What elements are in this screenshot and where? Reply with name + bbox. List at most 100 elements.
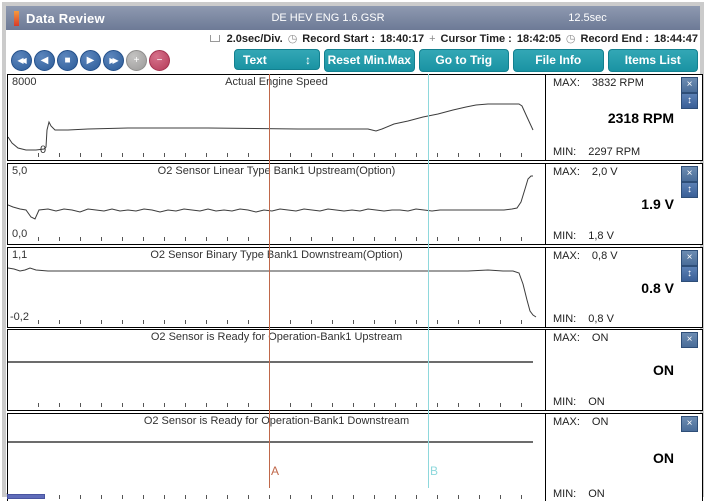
- y-max-label: 1,1: [12, 249, 28, 261]
- min-value: ON: [588, 488, 605, 500]
- scale-adjust-icon[interactable]: ↕: [681, 93, 698, 109]
- vehicle-name: DE HEV ENG 1.6.GSR: [271, 12, 385, 24]
- app-icon: [14, 10, 19, 26]
- play-button[interactable]: ▶: [80, 49, 101, 71]
- trace-svg: [8, 441, 533, 443]
- chart-panel-o2-ready-downstream: O2 Sensor is Ready for Operation-Bank1 D…: [7, 413, 703, 501]
- minus-icon: −: [156, 54, 163, 66]
- cursor-b-label: B: [430, 464, 439, 478]
- trace-svg: [8, 361, 533, 363]
- rewind-button[interactable]: ◀◀: [11, 49, 32, 71]
- time-ticks: [38, 320, 539, 324]
- close-icon[interactable]: ×: [681, 77, 698, 93]
- close-icon[interactable]: ×: [681, 166, 698, 182]
- close-icon[interactable]: ×: [681, 416, 698, 432]
- chart-title: O2 Sensor is Ready for Operation-Bank1 U…: [150, 331, 403, 343]
- items-list-button[interactable]: Items List: [607, 48, 698, 72]
- min-label: MIN:: [553, 488, 577, 500]
- go-to-trig-button[interactable]: Go to Trig: [418, 48, 509, 72]
- cursor-time-value: 18:42:05: [516, 32, 561, 45]
- plot-area: O2 Sensor Binary Type Bank1 Downstream(O…: [8, 248, 545, 327]
- fast-forward-button[interactable]: ▶▶: [103, 49, 124, 71]
- title-bar: Data Review DE HEV ENG 1.6.GSR 12.5sec: [6, 6, 700, 30]
- file-info-button[interactable]: File Info: [513, 48, 604, 72]
- max-value: 0,8 V: [591, 250, 618, 262]
- min-label: MIN:: [553, 230, 577, 242]
- plot-area: O2 Sensor is Ready for Operation-Bank1 U…: [8, 330, 545, 410]
- max-label: MAX:: [553, 416, 580, 428]
- title-bar-left: Data Review: [6, 10, 181, 26]
- toolbar: ◀◀ ◀ ■ ▶ ▶▶ + − Text ↕ Reset Min.Max Go …: [6, 47, 700, 73]
- view-mode-select[interactable]: Text ↕: [234, 48, 320, 70]
- fast-forward-icon: ▶▶: [109, 55, 118, 65]
- current-value: 2318 RPM: [607, 109, 674, 126]
- toolbar-buttons: Text ↕ Reset Min.Max Go to Trig File Inf…: [234, 48, 698, 72]
- clock-icon: ◷: [565, 33, 576, 45]
- scale-adjust-icon[interactable]: ↕: [681, 182, 698, 198]
- zoom-out-button[interactable]: −: [149, 49, 170, 71]
- scale-adjust-icon[interactable]: ↕: [681, 266, 698, 282]
- min-label: MIN:: [553, 313, 577, 325]
- record-start-label: Record Start :: [302, 32, 376, 45]
- chart-panel-o2-binary-downstream: O2 Sensor Binary Type Bank1 Downstream(O…: [7, 247, 703, 328]
- max-value: ON: [591, 332, 609, 344]
- chart-title: O2 Sensor Linear Type Bank1 Upstream(Opt…: [157, 165, 396, 177]
- max-value: 2,0 V: [591, 166, 618, 178]
- step-back-icon: ◀: [40, 54, 49, 66]
- stop-button[interactable]: ■: [57, 49, 78, 71]
- timebase-icon: [209, 35, 220, 42]
- rewind-icon: ◀◀: [17, 55, 26, 65]
- y-max-label: 5,0: [12, 165, 28, 177]
- chart-title: O2 Sensor is Ready for Operation-Bank1 D…: [143, 415, 410, 427]
- updown-arrows-icon: ↕: [305, 52, 311, 67]
- plus-icon: +: [133, 54, 140, 66]
- chart-title: O2 Sensor Binary Type Bank1 Downstream(O…: [150, 249, 403, 261]
- timebase-value: 2.0sec/Div.: [226, 32, 283, 45]
- min-value: ON: [588, 396, 605, 408]
- min-value: 1,8 V: [588, 230, 614, 242]
- info-row: 2.0sec/Div. ◷ Record Start : 18:40:17 + …: [6, 30, 700, 47]
- cursor-b-line[interactable]: B: [428, 74, 438, 488]
- cursor-crosshair-icon: +: [429, 32, 436, 45]
- value-column: MAX: 3832 RPM 2318 RPM MIN: 2297 RPM × ↕: [545, 75, 702, 160]
- current-value: 1.9 V: [641, 196, 674, 212]
- view-mode-label: Text: [243, 52, 267, 67]
- max-label: MAX:: [553, 166, 580, 178]
- trace-svg: [8, 103, 534, 151]
- page-title: Data Review: [26, 10, 105, 26]
- plot-area: O2 Sensor is Ready for Operation-Bank1 D…: [8, 414, 545, 501]
- plot-area: Actual Engine Speed 8000 0: [8, 75, 545, 160]
- max-label: MAX:: [553, 77, 580, 89]
- record-duration: 12.5sec: [568, 12, 607, 24]
- max-value: ON: [591, 416, 609, 428]
- current-value: ON: [653, 450, 674, 466]
- y-max-label: 8000: [12, 76, 37, 88]
- horizontal-scrollbar-thumb[interactable]: [7, 494, 45, 499]
- cursor-time-label: Cursor Time :: [440, 32, 512, 45]
- clock-icon: ◷: [287, 33, 298, 45]
- max-label: MAX:: [553, 332, 580, 344]
- y-min-label: -0,2: [10, 311, 29, 323]
- close-icon[interactable]: ×: [681, 250, 698, 266]
- value-column: MAX: 2,0 V 1.9 V MIN: 1,8 V × ↕: [545, 164, 702, 244]
- time-ticks: [38, 237, 539, 241]
- stop-icon: ■: [64, 54, 71, 66]
- trace-svg: [8, 175, 533, 220]
- min-value: 2297 RPM: [588, 146, 641, 158]
- zoom-in-button[interactable]: +: [126, 49, 147, 71]
- value-column: MAX: 0,8 V 0.8 V MIN: 0,8 V × ↕: [545, 248, 702, 327]
- max-value: 3832 RPM: [591, 77, 644, 89]
- max-label: MAX:: [553, 250, 580, 262]
- value-column: MAX: ON ON MIN: ON ×: [545, 414, 702, 501]
- cursor-a-line[interactable]: A: [269, 74, 279, 488]
- trace-svg: [8, 267, 537, 318]
- close-icon[interactable]: ×: [681, 332, 698, 348]
- min-label: MIN:: [553, 396, 577, 408]
- reset-minmax-button[interactable]: Reset Min.Max: [324, 48, 415, 72]
- value-column: MAX: ON ON MIN: ON ×: [545, 330, 702, 410]
- chart-title: Actual Engine Speed: [225, 76, 328, 88]
- playback-controls: ◀◀ ◀ ■ ▶ ▶▶ + −: [11, 49, 170, 71]
- step-back-button[interactable]: ◀: [34, 49, 55, 71]
